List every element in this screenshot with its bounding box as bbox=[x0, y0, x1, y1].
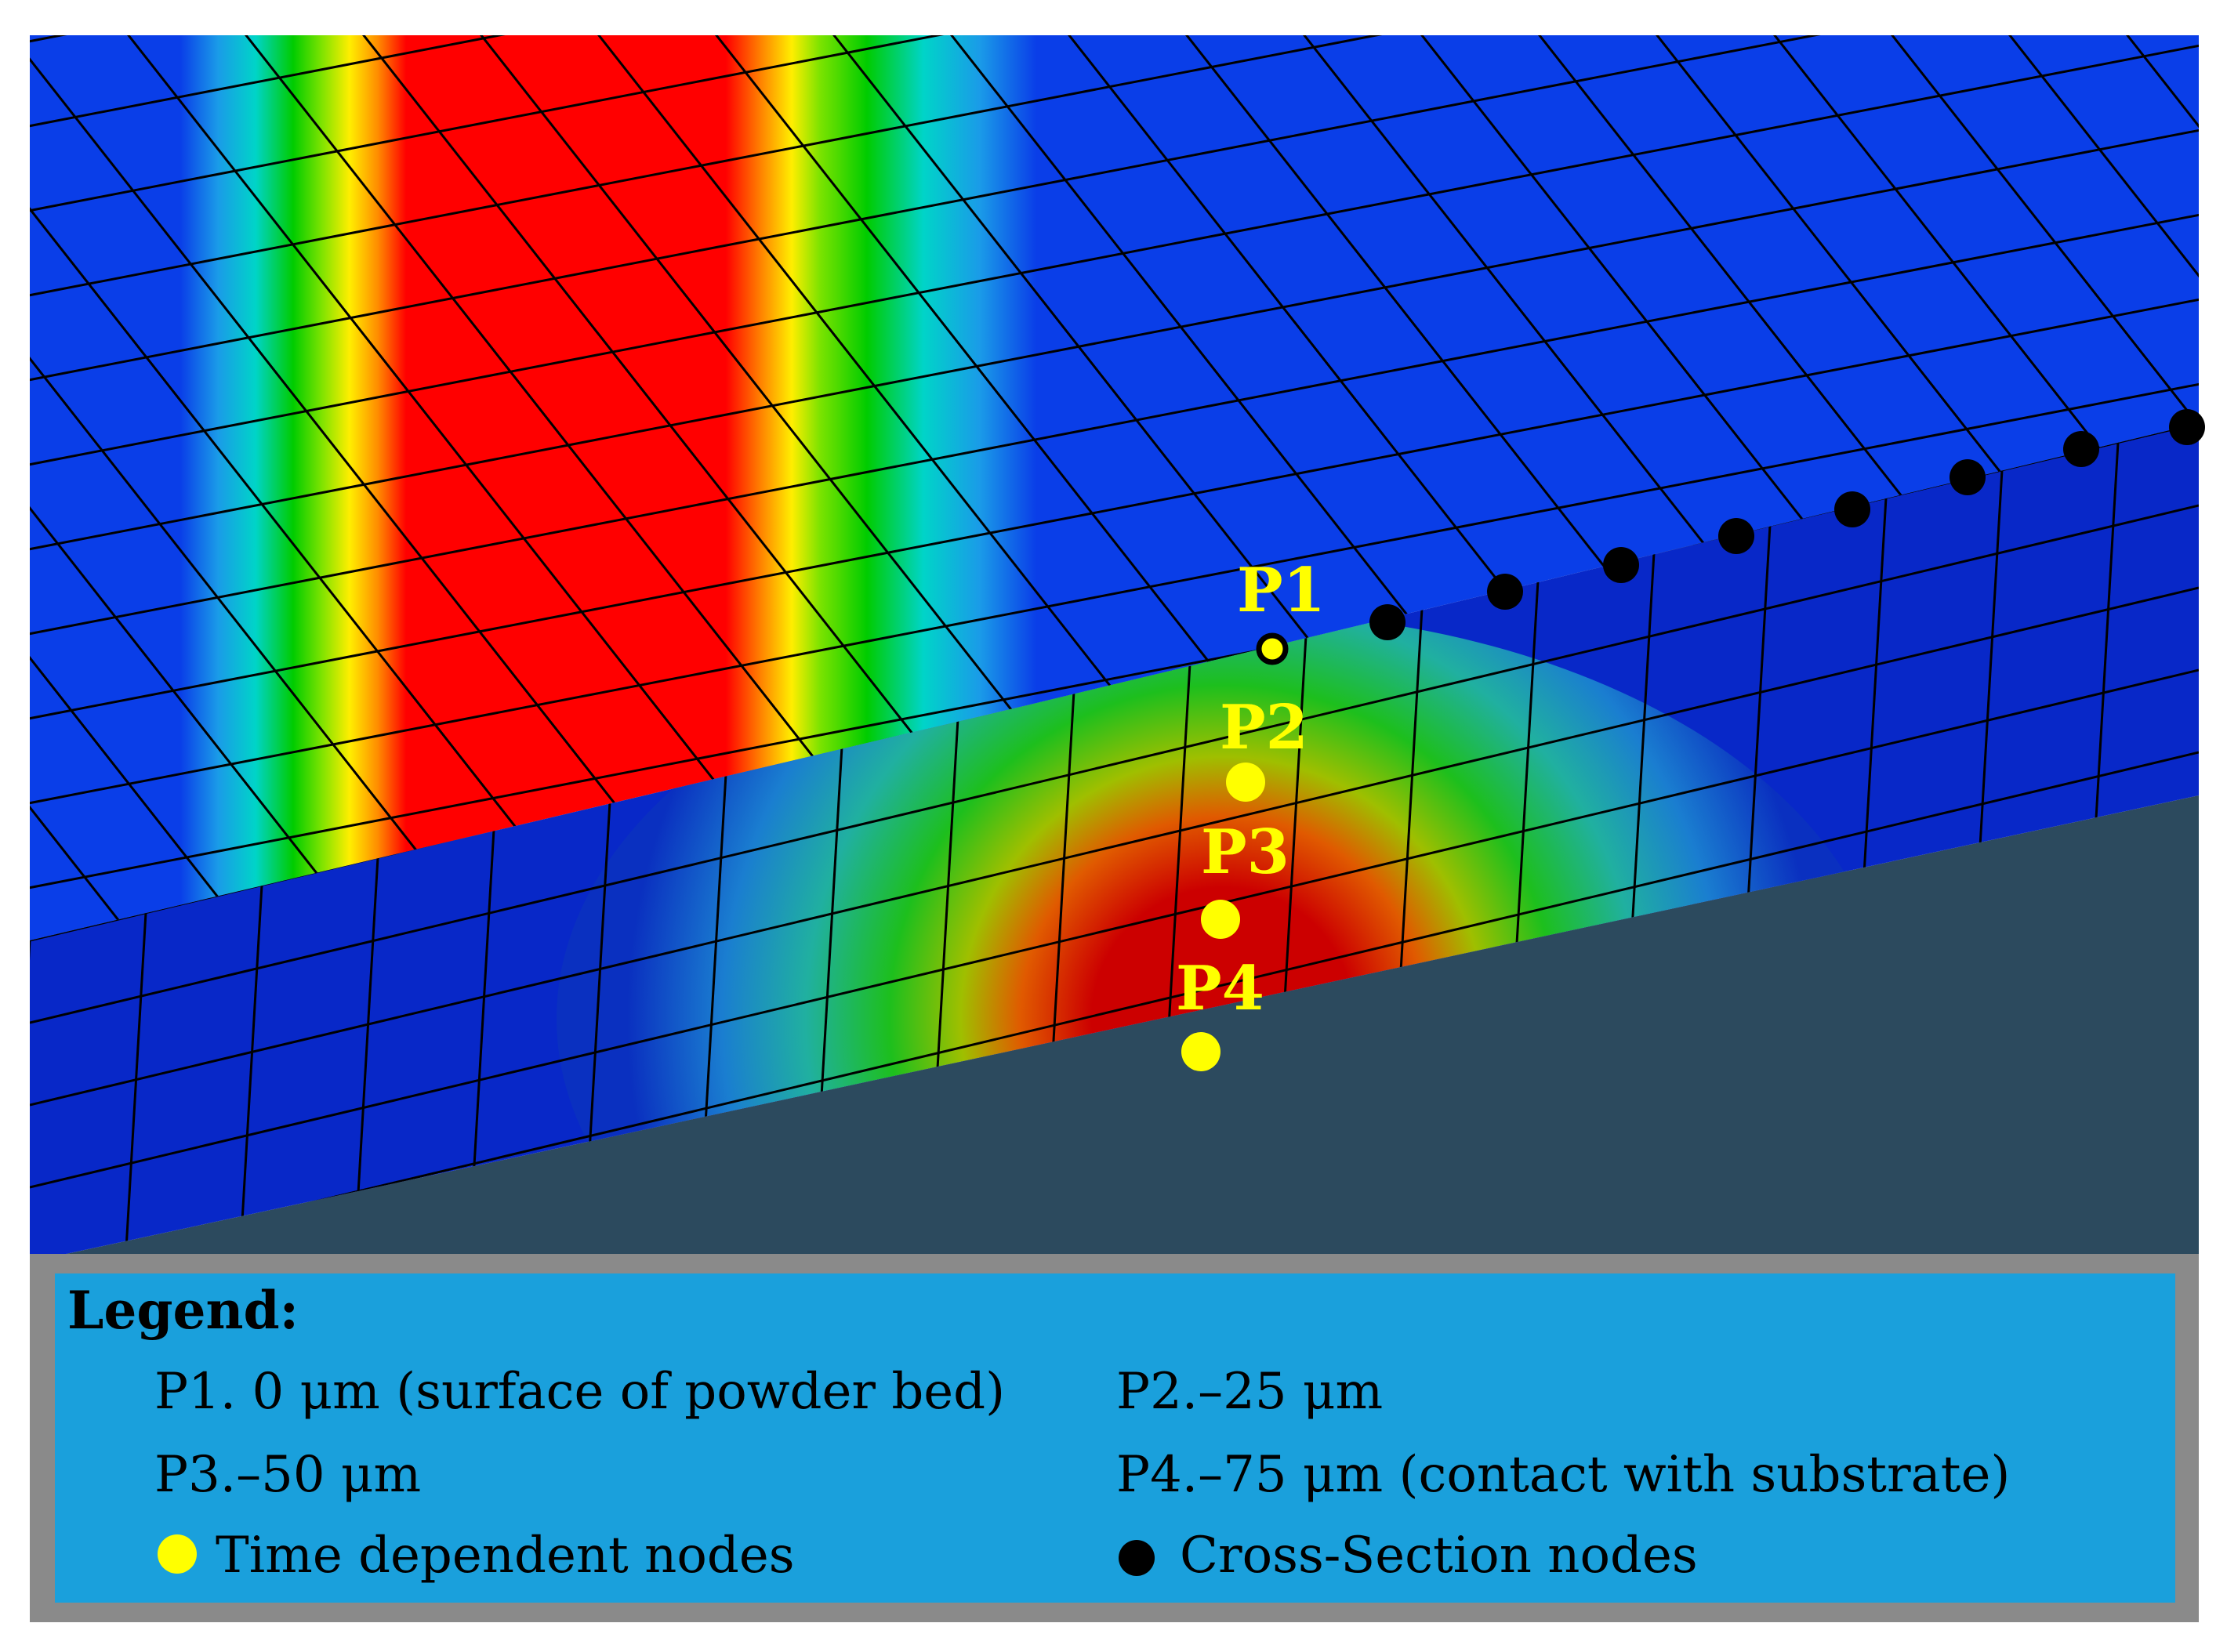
mesh-line bbox=[30, 668, 2199, 1189]
cross-section-node bbox=[1603, 547, 1639, 583]
mesh-line bbox=[30, 35, 2199, 218]
cross-section-node bbox=[1834, 491, 1870, 527]
legend-box bbox=[55, 1273, 2175, 1603]
node-label-p2: P2 bbox=[1220, 692, 1308, 763]
mesh-line bbox=[30, 35, 2199, 472]
mesh-line bbox=[30, 35, 2199, 387]
mesh-line bbox=[30, 35, 2199, 133]
mesh-line bbox=[2037, 35, 2199, 940]
mesh-line bbox=[1566, 35, 2199, 940]
mesh-line bbox=[1801, 35, 2199, 940]
mesh-line bbox=[2207, 415, 2227, 885]
node-label-p3: P3 bbox=[1201, 817, 1289, 888]
legend-time-node-icon bbox=[158, 1534, 197, 1574]
node-label-p4: P4 bbox=[1176, 953, 1264, 1024]
cross-section-node bbox=[2169, 409, 2205, 445]
cross-section-node bbox=[1369, 604, 1405, 640]
cross-section-node bbox=[1718, 518, 1754, 554]
time-node-p2 bbox=[1226, 763, 1265, 802]
mesh-line bbox=[30, 35, 550, 940]
mesh-line bbox=[30, 35, 433, 940]
mesh-line bbox=[30, 751, 2199, 1262]
legend-time-dependent-label: Time dependent nodes bbox=[216, 1527, 795, 1585]
mesh-line bbox=[30, 586, 2199, 1107]
mesh-line bbox=[1919, 35, 2199, 940]
mesh-line bbox=[30, 199, 2199, 641]
cross-section-node bbox=[2063, 431, 2099, 467]
cross-section-node bbox=[1950, 459, 1986, 495]
time-node-p3 bbox=[1201, 900, 1240, 939]
mesh-line bbox=[30, 35, 198, 940]
mesh-line bbox=[30, 35, 2199, 303]
legend-entry-p2: P2.–25 μm bbox=[1116, 1363, 1383, 1421]
node-label-p1: P1 bbox=[1237, 555, 1326, 626]
legend-entry-p1: P1. 0 μm (surface of powder bed) bbox=[154, 1363, 1005, 1421]
mesh-line bbox=[30, 35, 315, 940]
legend-title: Legend: bbox=[67, 1280, 299, 1341]
time-node-p4 bbox=[1181, 1032, 1220, 1071]
mesh-line bbox=[30, 504, 2199, 1024]
mesh-line bbox=[117, 912, 147, 1262]
time-node-p1 bbox=[1256, 632, 1289, 665]
mesh-line bbox=[233, 885, 263, 1262]
cross-section-node-group bbox=[1369, 409, 2205, 640]
mesh-line bbox=[30, 114, 2199, 556]
mesh-line bbox=[30, 284, 2199, 726]
cross-section-node bbox=[1487, 574, 1523, 610]
legend-section-node-icon bbox=[1119, 1540, 1155, 1576]
legend-entry-p3: P3.–50 μm bbox=[154, 1446, 421, 1504]
mesh-line bbox=[30, 940, 31, 1262]
legend-entry-p4: P4.–75 μm (contact with substrate) bbox=[1116, 1446, 2010, 1504]
mesh-line bbox=[30, 368, 2199, 810]
legend-cross-section-label: Cross-Section nodes bbox=[1180, 1527, 1698, 1585]
